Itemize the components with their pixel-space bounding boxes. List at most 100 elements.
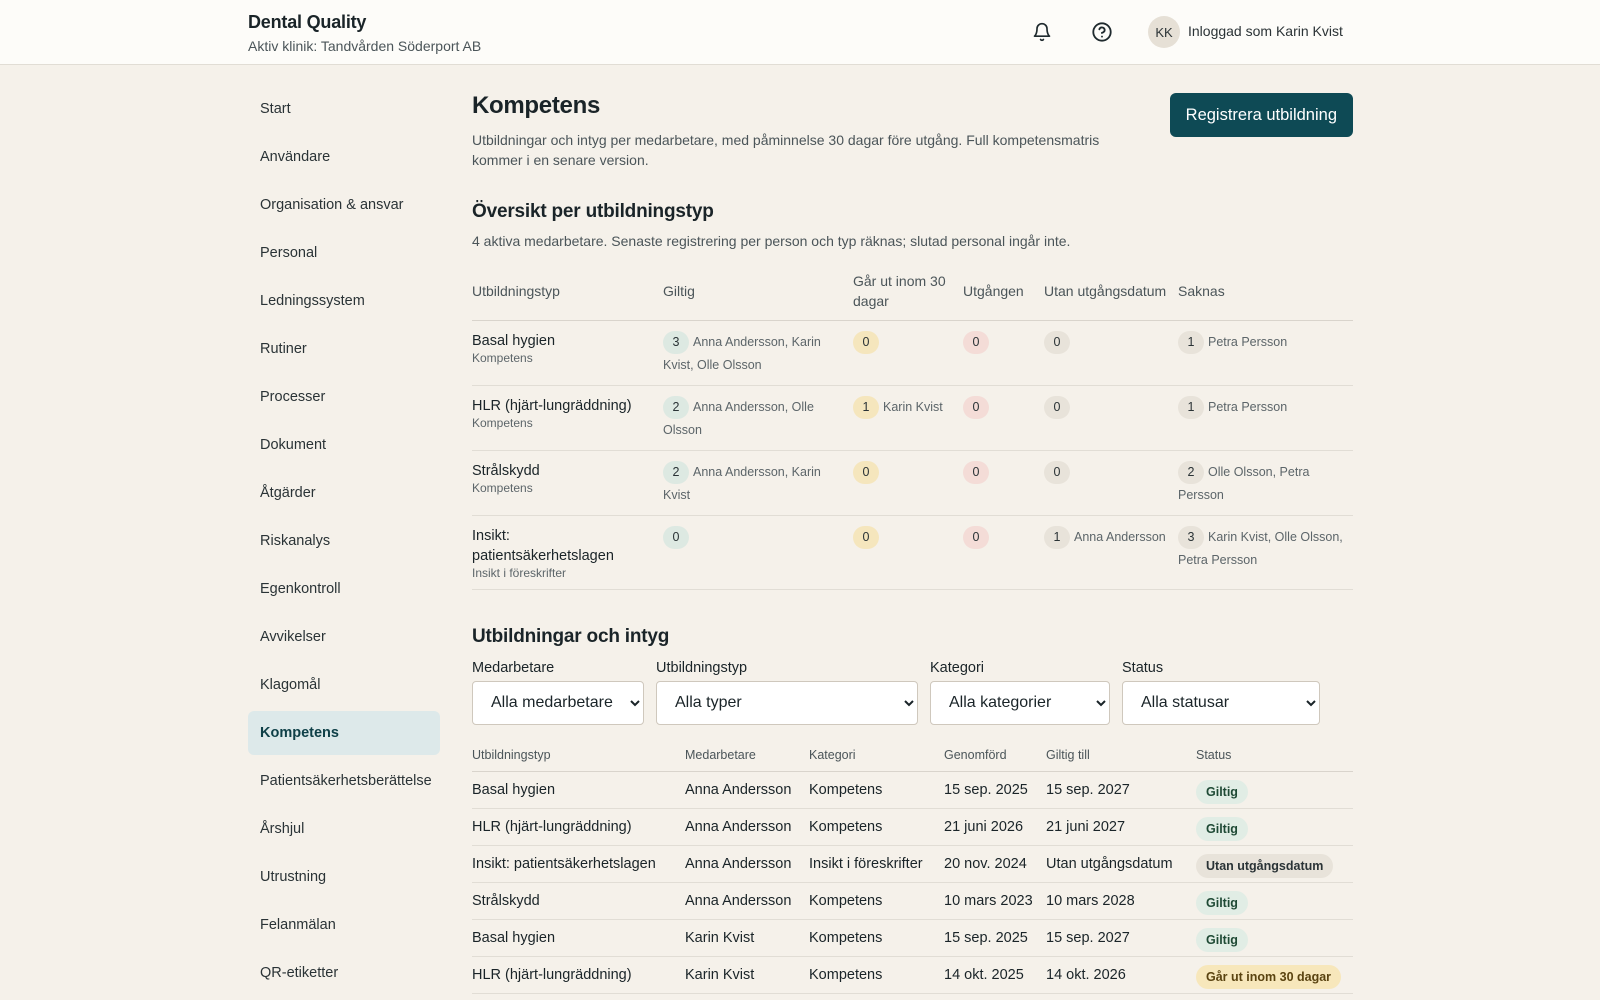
sidebar-item-dokument[interactable]: Dokument bbox=[260, 437, 327, 453]
sidebar-item-användare[interactable]: Användare bbox=[260, 149, 331, 165]
overview-table: Utbildningstyp Giltig Går ut inom 30 dagar… bbox=[472, 262, 1353, 590]
filter-training-type-select[interactable]: Alla typer bbox=[656, 680, 918, 725]
sidebar-item-avvikelser[interactable]: Avvikelser bbox=[260, 629, 326, 645]
count-badge: 0 bbox=[963, 525, 989, 549]
sidebar-item-årshjul[interactable]: Årshjul bbox=[260, 821, 305, 837]
sidebar-item-processer[interactable]: Processer bbox=[260, 389, 326, 405]
sidebar-item-riskanalys[interactable]: Riskanalys bbox=[260, 533, 331, 549]
count-badge: 0 bbox=[963, 330, 989, 354]
sidebar-item-patientsäkerhetsberättelse[interactable]: Patientsäkerhetsberättelse bbox=[260, 773, 432, 789]
filter-employee-select[interactable]: Alla medarbetare bbox=[472, 680, 644, 725]
training-type-name: Basal hygien bbox=[472, 332, 556, 349]
overview-missing-cell: 3 Karin Kvist, Olle Olsson, Petra Persson bbox=[1178, 515, 1353, 590]
sidebar-item-utrustning[interactable]: Utrustning bbox=[260, 869, 327, 885]
app-title[interactable]: Dental Quality bbox=[248, 12, 367, 32]
training-type-cell: HLR (hjärt-lungräddning) Kompetens bbox=[472, 385, 663, 451]
overview-no-expiry-cell: 0 bbox=[1044, 450, 1178, 516]
overview-expired-cell: 0 bbox=[963, 385, 1044, 451]
count-badge: 0 bbox=[1044, 330, 1070, 354]
record-valid-until-cell: 2 maj 2027 bbox=[1046, 993, 1196, 1000]
record-status-cell: Giltig bbox=[1196, 882, 1353, 920]
filter-status-select[interactable]: Alla statusar bbox=[1122, 680, 1320, 725]
overview-missing-cell: 1 Petra Persson bbox=[1178, 385, 1353, 451]
table-row[interactable]: HLR (hjärt-lungräddning) Anna Andersson Ko… bbox=[472, 808, 1353, 846]
status-badge: Utan utgångsdatum bbox=[1196, 853, 1334, 878]
filter-employee: Medarbetare Alla medarbetare bbox=[472, 660, 644, 725]
overview-no-expiry-cell: 0 bbox=[1044, 320, 1178, 386]
records-column-header[interactable]: Genomförd bbox=[944, 744, 1046, 772]
filter-status-label: Status bbox=[1122, 659, 1164, 676]
sidebar-item-felanmälan[interactable]: Felanmälan bbox=[260, 917, 336, 933]
record-category-cell: Kompetens bbox=[809, 956, 944, 994]
sidebar-item-kompetens[interactable]: Kompetens bbox=[248, 711, 440, 755]
record-valid-until-cell: 15 sep. 2027 bbox=[1046, 919, 1196, 957]
sidebar-item-personal[interactable]: Personal bbox=[260, 245, 318, 261]
records-column-header[interactable]: Kategori bbox=[809, 744, 944, 772]
table-row[interactable]: HLR (hjärt-lungräddning) Karin Kvist Kompe… bbox=[472, 956, 1353, 994]
main-content: Kompetens Utbildningar och intyg per med… bbox=[472, 88, 1353, 1000]
sidebar-item-egenkontroll[interactable]: Egenkontroll bbox=[260, 581, 341, 597]
status-badge: Giltig bbox=[1196, 779, 1248, 804]
table-row[interactable]: Insikt: patientsäkerhetslagen Anna Anders… bbox=[472, 845, 1353, 883]
status-badge: Giltig bbox=[1196, 890, 1248, 915]
record-type-cell: HLR (hjärt-lungräddning) bbox=[472, 956, 685, 994]
training-type-category: Kompetens bbox=[472, 480, 533, 495]
logged-in-user[interactable]: Inloggad som Karin Kvist bbox=[1188, 23, 1343, 39]
sidebar-item-qr-etiketter[interactable]: QR-etiketter bbox=[260, 965, 339, 981]
count-badge: 0 bbox=[853, 525, 879, 549]
sidebar-item-start[interactable]: Start bbox=[260, 101, 291, 117]
overview-row: Strålskydd Kompetens 2 Anna Andersson, Kari… bbox=[472, 450, 1353, 516]
overview-row: Basal hygien Kompetens 3 Anna Andersson, Ka… bbox=[472, 320, 1353, 386]
sidebar-item-organisation-ansvar[interactable]: Organisation & ansvar bbox=[260, 197, 404, 213]
status-badge: Giltig bbox=[1196, 816, 1248, 841]
record-category-cell: Kompetens bbox=[809, 919, 944, 957]
table-row[interactable]: StrålskyddKarin KvistKompetens2 maj 2022… bbox=[472, 993, 1353, 1000]
brand: Dental Quality Aktiv klinik: Tandvården … bbox=[248, 12, 481, 54]
training-type-category: Insikt i föreskrifter bbox=[472, 565, 567, 580]
overview-expired-cell: 0 bbox=[963, 320, 1044, 386]
record-valid-until-cell: 14 okt. 2026 bbox=[1046, 956, 1196, 994]
filter-category-select[interactable]: Alla kategorier bbox=[930, 680, 1110, 725]
record-completed-cell: 2 maj 2022 bbox=[944, 993, 1046, 1000]
status-badge: Giltig bbox=[1196, 927, 1248, 952]
records-column-header[interactable]: Giltig till bbox=[1046, 744, 1196, 772]
sidebar-item-åtgärder[interactable]: Åtgärder bbox=[260, 485, 316, 501]
count-badge: 0 bbox=[1044, 460, 1070, 484]
help-icon[interactable] bbox=[1088, 18, 1116, 46]
training-type-cell: Strålskydd Kompetens bbox=[472, 450, 663, 516]
records-column-header[interactable]: Utbildningstyp bbox=[472, 744, 685, 772]
overview-title: Översikt per utbildningstyp bbox=[472, 201, 714, 222]
record-type-cell: Basal hygien bbox=[472, 771, 685, 809]
count-badge: 1 bbox=[1044, 525, 1070, 549]
count-badge: 1 bbox=[1178, 330, 1204, 354]
sidebar-item-ledningssystem[interactable]: Ledningssystem bbox=[260, 293, 365, 309]
count-badge: 0 bbox=[1044, 395, 1070, 419]
record-employee-cell: Anna Andersson bbox=[685, 845, 809, 883]
table-row[interactable]: Basal hygien Karin Kvist Kompetens 15 sep. … bbox=[472, 919, 1353, 957]
count-badge: 2 bbox=[663, 460, 689, 484]
page-description: Utbildningar och intyg per medarbetare, … bbox=[472, 132, 1100, 168]
page-header: Kompetens Utbildningar och intyg per med… bbox=[472, 92, 1353, 170]
overview-description: 4 aktiva medarbetare. Senaste registreri… bbox=[472, 233, 1071, 249]
avatar[interactable]: KK bbox=[1148, 16, 1180, 48]
table-row[interactable]: Strålskydd Anna Andersson Kompetens 10 mars… bbox=[472, 882, 1353, 920]
overview-expiring-cell: 1 Karin Kvist bbox=[853, 385, 963, 451]
register-training-button[interactable]: Registrera utbildning bbox=[1169, 93, 1353, 137]
record-category-cell: Kompetens bbox=[809, 808, 944, 846]
employee-names: Olle Olsson, Petra Persson bbox=[1178, 464, 1310, 502]
records-table: Utbildningstyp Medarbetare Kategori Genomfö… bbox=[472, 744, 1353, 1000]
table-row[interactable]: Basal hygien Anna Andersson Kompetens 15 se… bbox=[472, 771, 1353, 809]
record-completed-cell: 14 okt. 2025 bbox=[944, 956, 1046, 994]
records-column-header[interactable]: Medarbetare bbox=[685, 744, 809, 772]
employee-names: Anna Andersson bbox=[1074, 529, 1166, 544]
records-column-header[interactable]: Status bbox=[1196, 744, 1353, 772]
record-type-cell: HLR (hjärt-lungräddning) bbox=[472, 808, 685, 846]
overview-row: HLR (hjärt-lungräddning) Kompetens 2 Anna A… bbox=[472, 385, 1353, 451]
count-badge: 0 bbox=[853, 330, 879, 354]
sidebar-item-rutiner[interactable]: Rutiner bbox=[260, 341, 307, 357]
sidebar-item-klagomål[interactable]: Klagomål bbox=[260, 677, 321, 693]
page-title: Kompetens bbox=[472, 92, 600, 119]
bell-icon[interactable] bbox=[1028, 18, 1056, 46]
filter-category-label: Kategori bbox=[930, 659, 985, 676]
count-badge: 1 bbox=[1178, 395, 1204, 419]
